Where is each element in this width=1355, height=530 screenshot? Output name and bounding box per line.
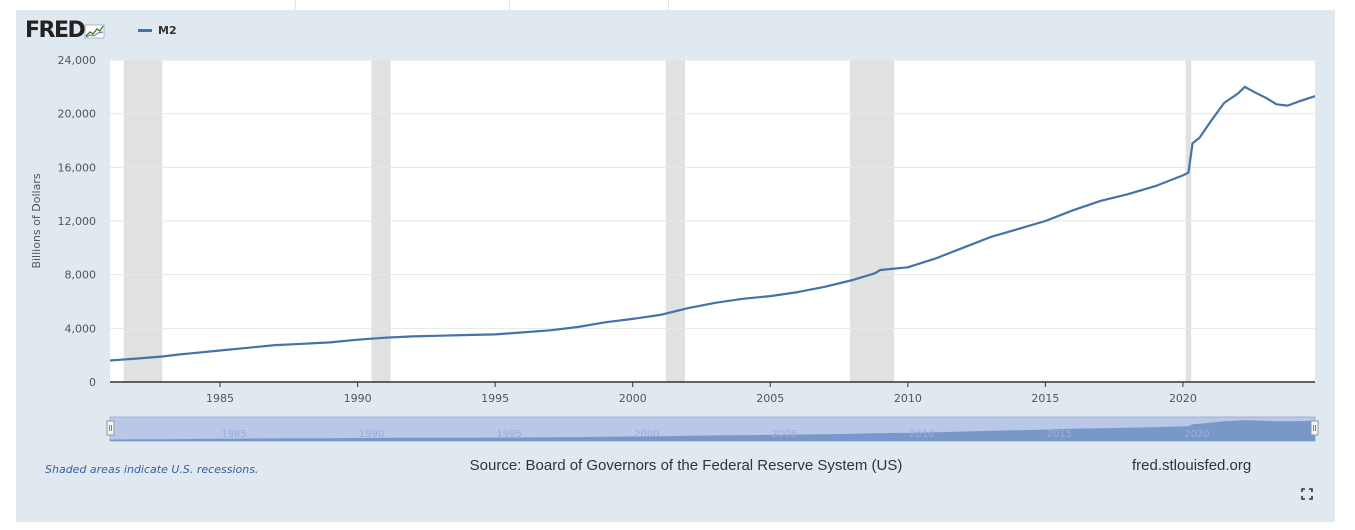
y-tick-label: 20,000: [58, 108, 97, 121]
navigator-tick-label: 2010: [909, 429, 934, 440]
x-tick-label: 2020: [1169, 392, 1197, 405]
drag-handle-icon[interactable]: [106, 420, 115, 436]
series-line-m2: [109, 85, 1316, 362]
x-tick-label: 2015: [1031, 392, 1059, 405]
navigator-tick-label: 2000: [634, 429, 659, 440]
recession-note: Shaded areas indicate U.S. recessions.: [45, 463, 259, 476]
chart-area: 0 4,000 8,000 12,000 16,000 20,000 24,000 1985 1…: [30, 54, 1319, 442]
y-tick-label: 4,000: [65, 322, 97, 335]
y-axis-label: Billions of Dollars: [30, 173, 43, 268]
y-tick-label: 12,000: [58, 215, 97, 228]
expand-icon[interactable]: [1301, 488, 1313, 500]
navigator-tick-label: 1985: [221, 429, 246, 440]
navigator-series-area: [110, 420, 1315, 441]
navigator-tick-label: 1995: [496, 429, 521, 440]
x-tick-label: 2000: [619, 392, 647, 405]
top-divider: [509, 0, 510, 10]
fred-site-link[interactable]: fred.stlouisfed.org: [1132, 457, 1252, 474]
legend-label: M2: [158, 24, 177, 37]
navigator-tick-label: 2015: [1047, 429, 1072, 440]
top-divider: [668, 0, 669, 10]
x-tick-label: 1985: [206, 392, 234, 405]
drag-handle-icon[interactable]: [1310, 420, 1319, 436]
y-tick-label: 0: [89, 376, 96, 389]
fred-logo[interactable]: FRED: [25, 18, 106, 43]
y-tick-label: 24,000: [58, 54, 97, 67]
legend-swatch: [138, 29, 152, 32]
source-credit: Source: Board of Governors of the Federa…: [469, 457, 903, 474]
x-tick-label: 1990: [344, 392, 372, 405]
y-tick-label: 8,000: [65, 269, 97, 282]
fred-logo-text: FRED: [25, 18, 86, 43]
graph-frame: FRED M2 0 4,000 8,000 12,000 16,000 20,000 24,…: [16, 10, 1335, 522]
navigator-tick-label: 2020: [1184, 429, 1209, 440]
y-tick-label: 16,000: [58, 161, 97, 174]
top-divider: [295, 0, 296, 10]
navigator-tick-label: 1990: [359, 429, 384, 440]
x-tick-label: 2010: [894, 392, 922, 405]
navigator-tick-label: 2005: [772, 429, 797, 440]
x-tick-label: 2005: [756, 392, 784, 405]
small-line-chart-icon: [84, 24, 105, 38]
legend: M2: [138, 24, 177, 37]
x-tick-label: 1995: [481, 392, 509, 405]
